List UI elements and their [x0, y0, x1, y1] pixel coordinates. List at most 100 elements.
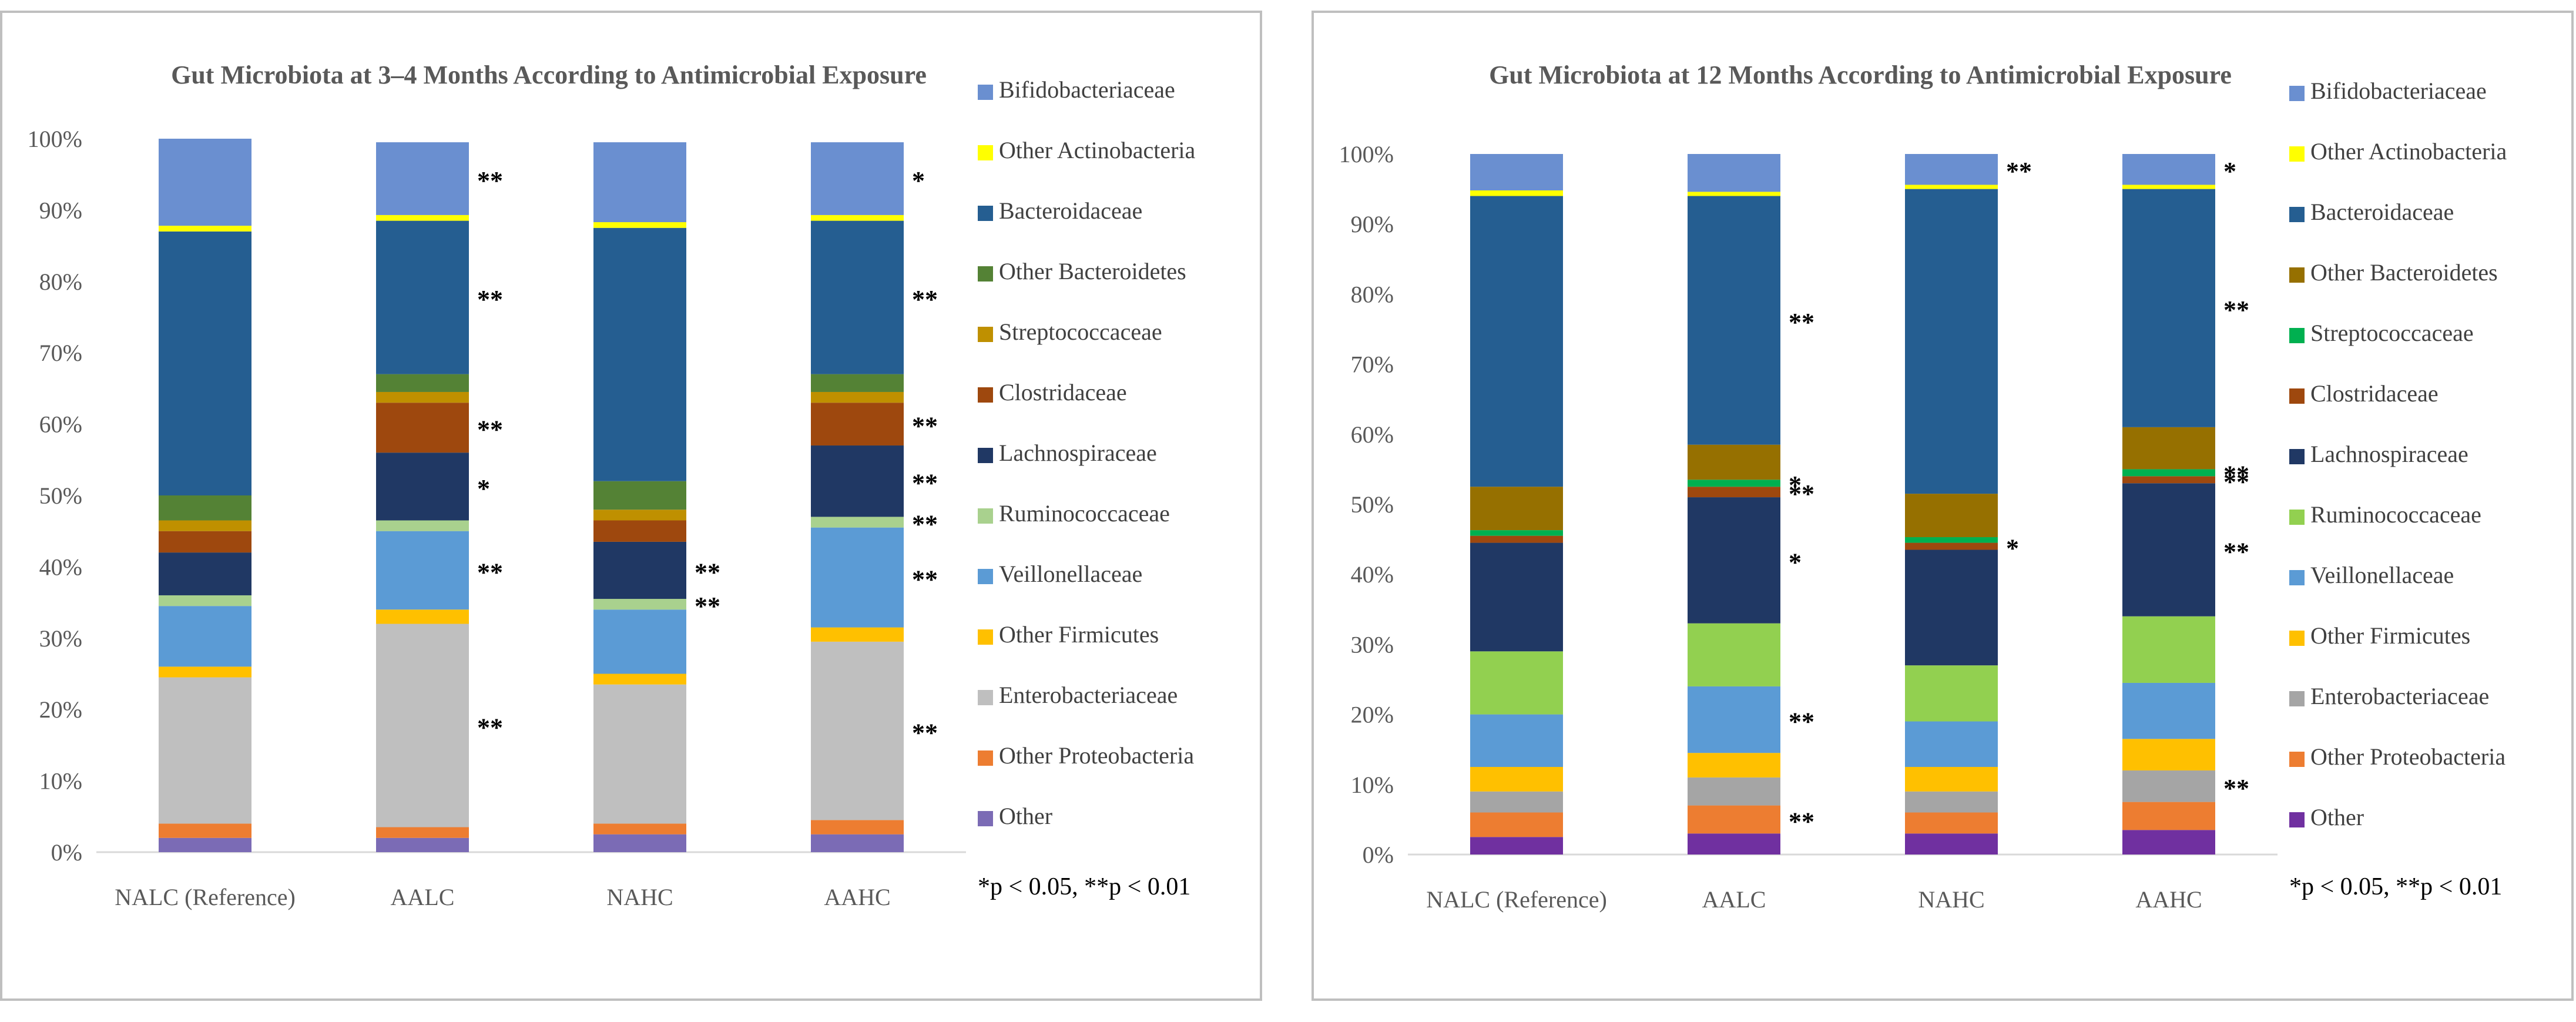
bar-segment [1905, 494, 1998, 538]
bar-segment [2122, 830, 2215, 855]
bar-segment [376, 609, 469, 624]
x-tick-label: NAHC [1918, 886, 1984, 913]
legend-label: Other Bacteroidetes [999, 258, 1186, 284]
significance-marker-p01: ** [477, 713, 503, 742]
legend-swatch [978, 569, 993, 584]
bar-segment [811, 220, 904, 374]
bar-segment [159, 823, 251, 838]
legend-label: Lachnospiraceae [2310, 441, 2468, 467]
bar-segment [1688, 487, 1780, 498]
legend-swatch [978, 327, 993, 342]
significance-marker-p05: * [477, 474, 490, 503]
y-tick-label: 30% [1351, 631, 1394, 658]
legend-label: Ruminococcaceae [999, 500, 1170, 527]
legend-label: Bifidobacteriaceae [2310, 78, 2487, 104]
bar-segment [811, 820, 904, 835]
legend-swatch [978, 206, 993, 221]
legend-swatch [2289, 691, 2305, 706]
legend-label: Other Bacteroidetes [2310, 259, 2498, 286]
y-tick-label: 40% [39, 554, 82, 580]
significance-marker-p01: ** [1789, 807, 1814, 836]
y-tick-label: 0% [1363, 842, 1394, 868]
y-tick-label: 80% [1351, 281, 1394, 307]
significance-marker-p05: * [2223, 157, 2236, 186]
legend-label: Lachnospiraceae [999, 440, 1157, 466]
bar-segment [376, 391, 469, 403]
bar-segment [159, 595, 251, 607]
bar-segment [593, 541, 686, 599]
bar-segment [159, 139, 251, 226]
bar-segment [159, 495, 251, 521]
significance-marker-p01: ** [1789, 308, 1814, 337]
x-tick-label: AAHC [824, 884, 890, 910]
bar-segment [376, 531, 469, 610]
bar-segment [1470, 837, 1563, 855]
legend-label: Clostridaceae [999, 379, 1127, 406]
x-tick-label: NAHC [606, 884, 673, 910]
legend-swatch [2289, 388, 2305, 404]
bar-segment [1470, 812, 1563, 837]
bar-segment [593, 222, 686, 228]
bar-segment [2122, 616, 2215, 683]
bar-segment [1688, 805, 1780, 834]
legend-label: Other Firmicutes [2310, 622, 2470, 649]
y-tick-label: 30% [39, 625, 82, 652]
y-tick-label: 50% [1351, 491, 1394, 518]
legend-label: Enterobacteriaceae [2310, 683, 2489, 709]
significance-marker-p01: ** [912, 565, 938, 594]
bar-segment [1470, 791, 1563, 813]
bar-segment [2122, 185, 2215, 189]
bar-segment [1470, 535, 1563, 543]
bar-segment [376, 374, 469, 392]
legend-swatch [978, 750, 993, 766]
bar-segment [376, 220, 469, 374]
bar-segment [593, 673, 686, 685]
bar-segment [2122, 154, 2215, 185]
legend-label: Other Proteobacteria [2310, 743, 2505, 770]
bar-segment [1470, 767, 1563, 792]
significance-note: *p < 0.05, **p < 0.01 [978, 873, 1190, 900]
significance-marker-p01: ** [695, 592, 720, 621]
bar-segment [1470, 487, 1563, 531]
bar-segment [593, 599, 686, 610]
significance-marker-p01: ** [477, 415, 503, 444]
bar-segment [376, 215, 469, 221]
significance-marker-p01: ** [477, 285, 503, 314]
chart-title: Gut Microbiota at 12 Months According to… [1489, 61, 2232, 89]
bar-segment [1470, 190, 1563, 196]
bar-segment [1905, 665, 1998, 722]
bar-segment [593, 609, 686, 674]
bar-segment [159, 226, 251, 232]
legend-swatch [2289, 510, 2305, 525]
bar-segment [159, 606, 251, 667]
chart-panel-3-4-months: Gut Microbiota at 3–4 Months According t… [0, 11, 1262, 1001]
legend-swatch [978, 690, 993, 705]
legend-label: Veillonellaceae [2310, 562, 2454, 588]
bar-segment [2122, 189, 2215, 427]
bar-segment [1688, 192, 1780, 196]
bar-segment [159, 520, 251, 531]
bar-segment [1905, 549, 1998, 666]
legend-label: Other Actinobacteria [2310, 138, 2507, 165]
y-tick-label: 10% [39, 768, 82, 795]
legend-label: Bifidobacteriaceae [999, 76, 1175, 103]
bar-segment [376, 520, 469, 531]
bar-segment [1905, 833, 1998, 855]
legend-label: Ruminococcaceae [2310, 501, 2481, 528]
x-tick-label: AALC [391, 884, 455, 910]
bar-segment [593, 520, 686, 542]
legend-swatch [978, 448, 993, 463]
significance-marker-p05: * [912, 166, 925, 195]
bar-segment [159, 531, 251, 553]
bar-segment [811, 641, 904, 820]
legend-swatch [2289, 812, 2305, 827]
bar-segment [159, 837, 251, 852]
bar-segment [1688, 777, 1780, 806]
bar-segment [376, 827, 469, 838]
y-tick-label: 20% [39, 696, 82, 723]
bar-segment [2122, 469, 2215, 477]
bar-segment [376, 837, 469, 852]
bar-segment [811, 627, 904, 642]
bar-segment [811, 391, 904, 403]
bar-segment [593, 481, 686, 510]
